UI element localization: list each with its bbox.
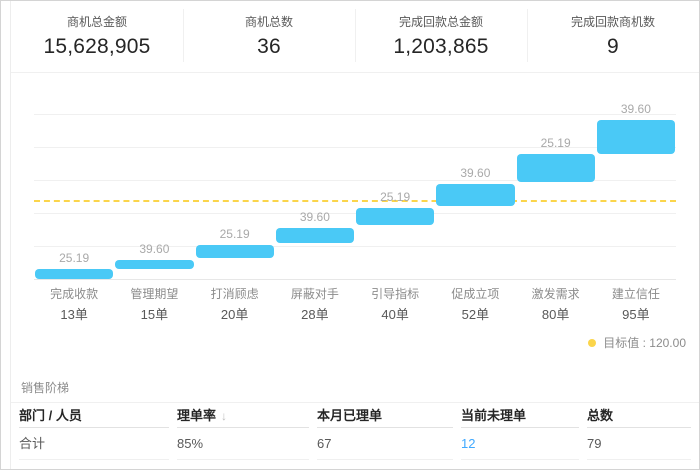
bar-value-label: 39.60 (139, 242, 170, 257)
kpi-label: 完成回款总金额 (398, 15, 483, 29)
header-clear-rate-label: 理单率 (177, 408, 217, 423)
target-line (34, 199, 676, 202)
x-axis-category: 促成立项 52单 (435, 288, 515, 321)
deal-count-label: 80单 (541, 307, 570, 322)
x-axis-labels: 完成收款 13单 管理期望 15单 打消顾虑 20单 屏蔽对手 28单 引导指标 40单 促成立项 5… (34, 288, 676, 321)
bar-value-label: 39.60 (299, 209, 330, 224)
deal-count-label: 52单 (461, 307, 490, 322)
table-row-total: 合计 85% 67 12 79 (11, 428, 699, 460)
x-axis-category: 打消顾虑 20单 (195, 288, 275, 321)
bar-column: 25.19 (516, 82, 596, 280)
bar-column: 39.60 (596, 82, 676, 280)
x-axis-category: 引导指标 40单 (355, 288, 435, 321)
stage-name-label: 管理期望 (130, 287, 179, 301)
section-divider (11, 402, 699, 403)
cell-total: 79 (587, 428, 691, 460)
bar-column: 25.19 (355, 82, 435, 280)
bar-column: 25.19 (34, 82, 114, 280)
cell-department: 合计 (19, 428, 169, 460)
deal-count-label: 28单 (301, 307, 329, 322)
bar-value-label: 25.19 (59, 251, 90, 266)
kpi-card-opportunity-count: 商机总数 36 (183, 1, 355, 72)
deal-count-label: 20单 (220, 307, 249, 322)
x-axis-category: 屏蔽对手 28单 (275, 288, 355, 321)
cell-cleared-this-month: 67 (317, 428, 453, 460)
kpi-label: 商机总金额 (66, 15, 127, 29)
bar-column: 39.60 (275, 82, 355, 280)
window-edge-line (10, 1, 11, 469)
cell-current-uncleared-link[interactable]: 12 (461, 436, 476, 451)
x-axis-category: 建立信任 95单 (596, 288, 676, 321)
stage-name-label: 完成收款 (50, 287, 99, 301)
stage-name-label: 促成立项 (451, 287, 500, 301)
stair-bar[interactable] (596, 120, 675, 154)
bar-value-label: 39.60 (460, 166, 491, 181)
section-title: 销售阶梯 (21, 381, 70, 395)
x-axis-category: 完成收款 13单 (34, 288, 114, 321)
kpi-row: 商机总金额 15,628,905 商机总数 36 完成回款总金额 1,203,8… (11, 1, 699, 73)
stair-bar[interactable] (195, 245, 274, 259)
header-clear-rate-sortable[interactable]: 理单率 ↓ (177, 403, 309, 428)
header-current-uncleared: 当前未理单 (461, 403, 579, 428)
stage-name-label: 打消顾虑 (210, 287, 259, 301)
target-legend-label: 目标值 : 120.00 (603, 336, 686, 350)
kpi-label: 商机总数 (244, 15, 293, 29)
kpi-card-payment-amount: 完成回款总金额 1,203,865 (355, 1, 527, 72)
deal-count-label: 15单 (140, 307, 169, 322)
stair-bar[interactable] (516, 153, 595, 183)
table-header-row: 部门 / 人员 理单率 ↓ 本月已理单 当前未理单 总数 (11, 403, 699, 428)
deal-count-label: 13单 (60, 307, 88, 322)
bar-column: 25.19 (195, 82, 275, 280)
stair-bar[interactable] (35, 269, 114, 280)
sales-ladder-section: 销售阶梯 部门 / 人员 理单率 ↓ 本月已理单 当前未理单 总数 合计 85% … (11, 382, 699, 460)
stair-bar[interactable] (275, 227, 354, 244)
header-total: 总数 (587, 403, 691, 428)
sort-descending-icon[interactable]: ↓ (221, 409, 228, 423)
stage-name-label: 建立信任 (611, 287, 660, 301)
cell-clear-rate: 85% (177, 428, 309, 460)
x-axis-category: 激发需求 80单 (516, 288, 596, 321)
x-axis-category: 管理期望 15单 (114, 288, 194, 321)
header-cleared-this-month: 本月已理单 (317, 403, 453, 428)
bar-value-label: 39.60 (620, 102, 651, 117)
kpi-card-opportunity-amount: 商机总金额 15,628,905 (11, 1, 183, 72)
stair-bar[interactable] (115, 260, 194, 269)
plot-area: 25.19 39.60 25.19 39.60 25.19 39.60 25.19 39.60 (34, 82, 676, 280)
deal-count-label: 40单 (381, 307, 409, 322)
bar-column: 39.60 (435, 82, 515, 280)
stage-name-label: 屏蔽对手 (290, 287, 339, 301)
bar-value-label: 25.19 (219, 227, 250, 242)
bar-column: 39.60 (114, 82, 194, 280)
stage-name-label: 激发需求 (531, 287, 580, 301)
stair-bar[interactable] (356, 208, 435, 226)
bar-value-label: 25.19 (380, 190, 411, 205)
stage-name-label: 引导指标 (371, 287, 420, 301)
stair-bar[interactable] (436, 184, 515, 207)
deal-count-label: 95单 (622, 307, 650, 322)
kpi-label: 完成回款商机数 (570, 15, 655, 29)
kpi-value: 9 (607, 35, 619, 58)
kpi-value: 15,628,905 (43, 35, 151, 58)
header-department: 部门 / 人员 (19, 403, 169, 428)
target-legend-dot-icon (588, 339, 597, 347)
chart-legend[interactable]: 目标值 : 120.00 (11, 337, 686, 349)
kpi-value: 36 (257, 35, 281, 58)
kpi-value: 1,203,865 (393, 35, 489, 58)
bar-value-label: 25.19 (540, 135, 571, 150)
kpi-card-payment-count: 完成回款商机数 9 (527, 1, 699, 72)
sales-stairs-chart: 25.19 39.60 25.19 39.60 25.19 39.60 25.19 39.60… (11, 82, 699, 349)
